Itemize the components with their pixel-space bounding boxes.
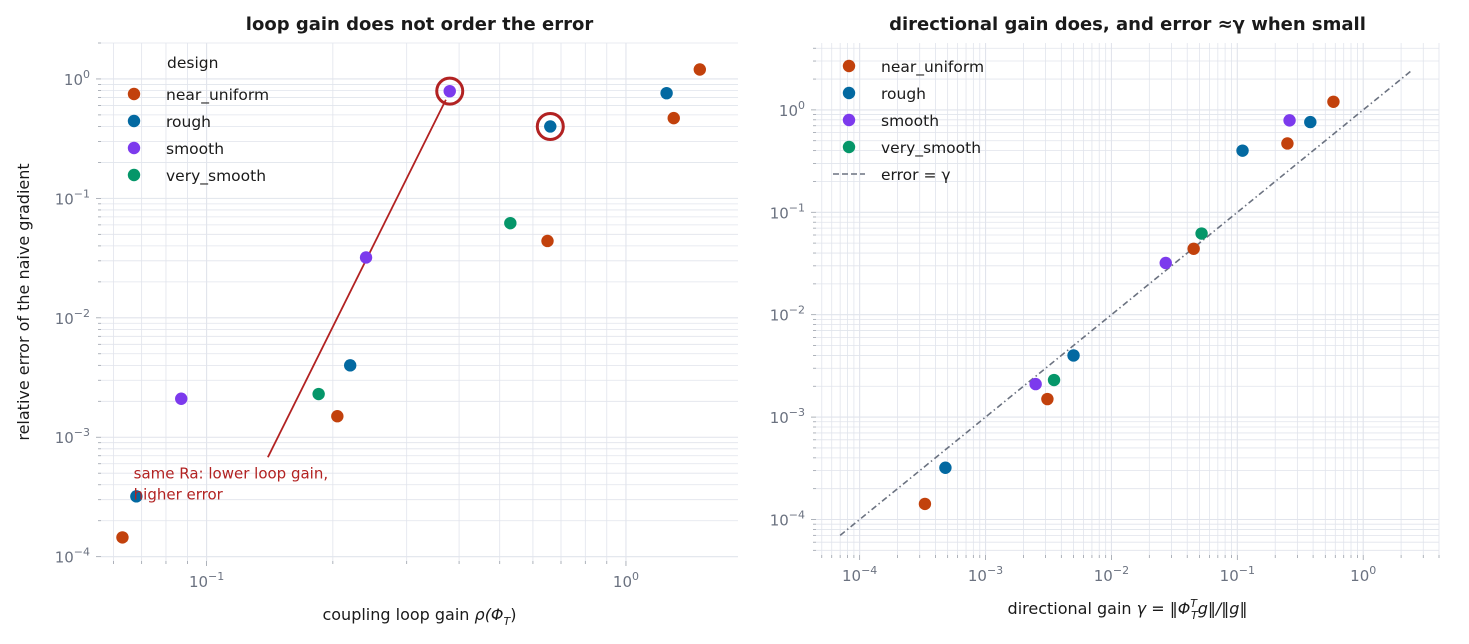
legend-marker — [127, 87, 141, 101]
y-tick-label: 10−4 — [770, 508, 805, 529]
legend-label: very_smooth — [881, 139, 981, 158]
legend-label: near_uniform — [881, 58, 984, 77]
x-tick-label: 10−1 — [1220, 564, 1255, 585]
series-rough — [939, 115, 1317, 474]
data-point — [504, 216, 517, 230]
series-very_smooth — [1047, 227, 1208, 387]
data-point — [359, 251, 373, 264]
data-point — [660, 86, 673, 100]
x-axis-label: coupling loop gain ρ(ΦT) — [322, 605, 516, 628]
legend-marker — [127, 114, 141, 128]
legend-label: rough — [881, 85, 926, 103]
right-panel: 10−4 10−3 10−2 10−1 100 10−4 10−3 10−2 10−1 100 di… — [770, 14, 1440, 622]
chart-title: loop gain does not order the error — [246, 14, 594, 35]
data-point — [175, 392, 188, 405]
legend-marker — [127, 141, 141, 155]
y-tick-label: 10−1 — [770, 201, 805, 222]
legend-marker — [842, 140, 856, 154]
data-point — [443, 84, 456, 98]
legend-title: design — [167, 54, 218, 72]
series-smooth — [1029, 114, 1296, 391]
y-tick-label: 10−3 — [55, 426, 90, 447]
legend-label: smooth — [881, 112, 939, 130]
data-point — [343, 359, 357, 372]
data-point — [1047, 373, 1061, 387]
data-point — [1187, 242, 1200, 255]
data-point — [918, 497, 932, 511]
series-smooth — [175, 84, 456, 405]
legend-label: very_smooth — [166, 167, 266, 186]
legend-marker — [842, 86, 856, 100]
legend-label: rough — [166, 113, 211, 131]
x-tick-label: 100 — [613, 570, 639, 591]
x-axis-label: directional gain γ = ‖ΦT Tg‖/‖g‖ — [1008, 597, 1248, 622]
data-point — [693, 63, 707, 76]
y-tick-label: 10−2 — [55, 307, 90, 328]
annotation-text: higher error — [134, 486, 224, 504]
legend-marker — [842, 113, 856, 127]
data-point — [130, 490, 143, 503]
series-very_smooth — [312, 216, 517, 401]
highlight-ring — [435, 76, 465, 106]
data-point — [939, 461, 952, 474]
identity-line — [839, 70, 1412, 536]
legend-label: error = γ — [881, 166, 951, 184]
x-tick-label: 10−1 — [189, 570, 224, 591]
left-panel: 10−1 100 10−4 10−3 10−2 10−1 100 loop gain does… — [14, 14, 738, 628]
legend-marker — [842, 59, 856, 73]
data-point — [667, 111, 680, 125]
data-point — [544, 120, 557, 133]
x-tick-label: 10−2 — [1094, 564, 1129, 585]
data-point — [1029, 377, 1042, 391]
highlight-ring — [535, 111, 565, 141]
data-point — [1159, 256, 1172, 270]
data-point — [1283, 114, 1296, 127]
chart-title: directional gain does, and error ≈γ when… — [889, 14, 1366, 35]
data-point — [116, 531, 129, 544]
data-point — [1067, 349, 1080, 362]
legend-marker — [127, 168, 141, 182]
y-tick-label: 10−2 — [770, 304, 805, 325]
series-rough — [130, 86, 673, 503]
series-near_uniform — [116, 63, 707, 544]
series-near_uniform — [918, 95, 1340, 511]
y-tick-label: 10−4 — [55, 546, 90, 567]
y-tick-label: 100 — [779, 99, 805, 120]
y-tick-label: 100 — [64, 68, 90, 89]
grid — [811, 43, 1440, 560]
legend-label: near_uniform — [166, 86, 269, 105]
y-tick-label: 10−3 — [770, 406, 805, 427]
grid — [96, 42, 738, 566]
annotation-text: same Ra: lower loop gain, — [134, 465, 328, 483]
y-axis-label: relative error of the naive gradient — [14, 163, 33, 440]
x-tick-label: 100 — [1350, 564, 1376, 585]
data-point — [1281, 137, 1294, 150]
data-point — [1327, 95, 1340, 108]
data-point — [312, 387, 325, 401]
data-point — [541, 234, 554, 248]
x-tick-label: 10−4 — [842, 564, 877, 585]
x-tick-label: 10−3 — [968, 564, 1003, 585]
data-point — [1195, 227, 1208, 240]
annotation-arrow — [267, 99, 447, 458]
data-point — [1041, 392, 1054, 406]
data-point — [331, 410, 344, 423]
y-tick-label: 10−1 — [55, 187, 90, 208]
data-point — [1236, 144, 1249, 157]
data-point — [1304, 115, 1317, 129]
legend-label: smooth — [166, 140, 224, 158]
